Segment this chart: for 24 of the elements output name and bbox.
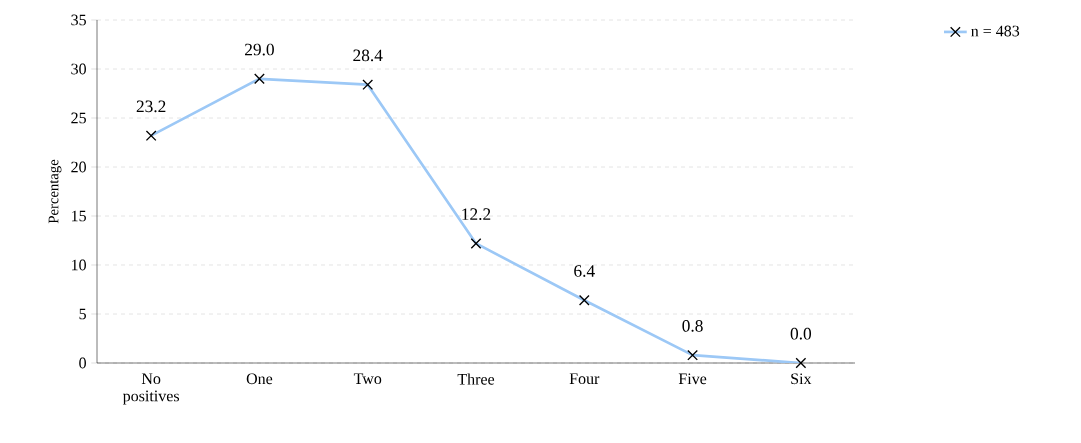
x-tick-label: No positives	[122, 373, 180, 405]
y-tick-label: 35	[71, 14, 86, 26]
data-label: 6.4	[574, 265, 595, 277]
data-label: 29.0	[245, 43, 274, 56]
x-tick-label: Five	[678, 373, 707, 385]
y-axis-title: Percentage	[48, 159, 62, 224]
legend-label: n = 483	[971, 25, 1020, 37]
y-tick-label: 25	[71, 112, 86, 124]
x-tick-label: One	[246, 373, 273, 385]
data-label: 0.0	[790, 327, 812, 340]
y-tick-label: 20	[71, 161, 86, 173]
data-label: 23.2	[136, 100, 166, 113]
x-tick-label: Two	[353, 373, 382, 385]
y-tick-label: 30	[71, 63, 86, 75]
x-tick-label: Six	[791, 373, 812, 385]
data-label: 0.8	[682, 320, 703, 332]
data-label: 28.4	[353, 49, 383, 62]
data-label: 12.2	[462, 208, 491, 221]
y-tick-label: 0	[79, 357, 86, 369]
x-tick-label: Four	[569, 373, 600, 385]
y-tick-label: 5	[79, 308, 86, 320]
x-tick-label: Three	[457, 373, 495, 385]
y-tick-label: 15	[72, 210, 86, 222]
y-tick-label: 10	[72, 259, 86, 271]
